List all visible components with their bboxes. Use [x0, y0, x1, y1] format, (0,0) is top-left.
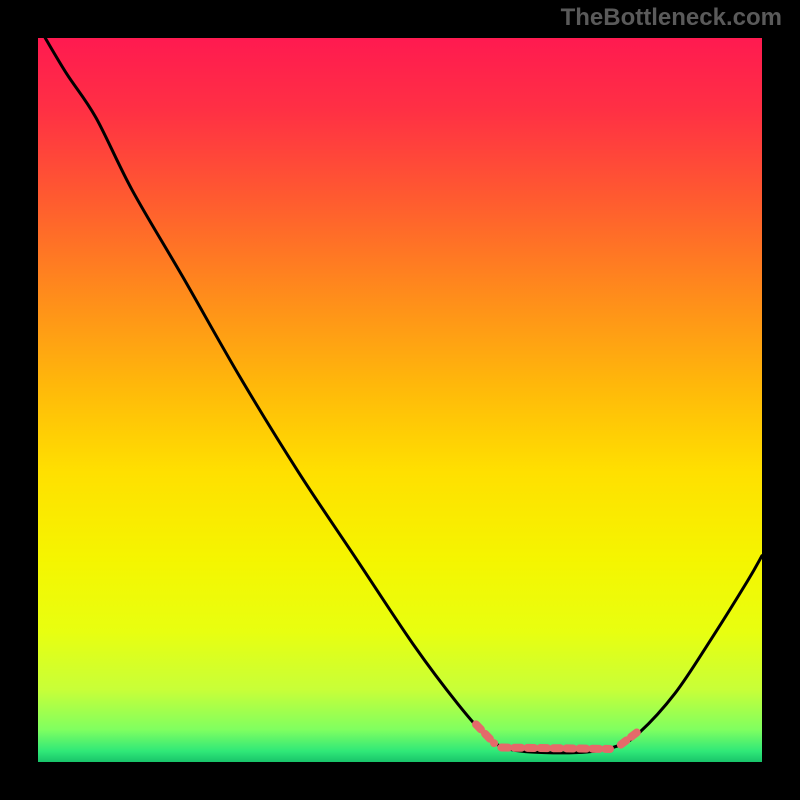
bottleneck-curve [45, 38, 762, 753]
valley-dash-segment [621, 731, 639, 745]
chart-curve-layer [38, 38, 762, 762]
chart-plot-area [38, 38, 762, 762]
valley-dash-segment [501, 748, 610, 749]
watermark-text: TheBottleneck.com [561, 4, 782, 32]
valley-dash-group [476, 724, 639, 749]
valley-dash-segment [476, 724, 494, 743]
